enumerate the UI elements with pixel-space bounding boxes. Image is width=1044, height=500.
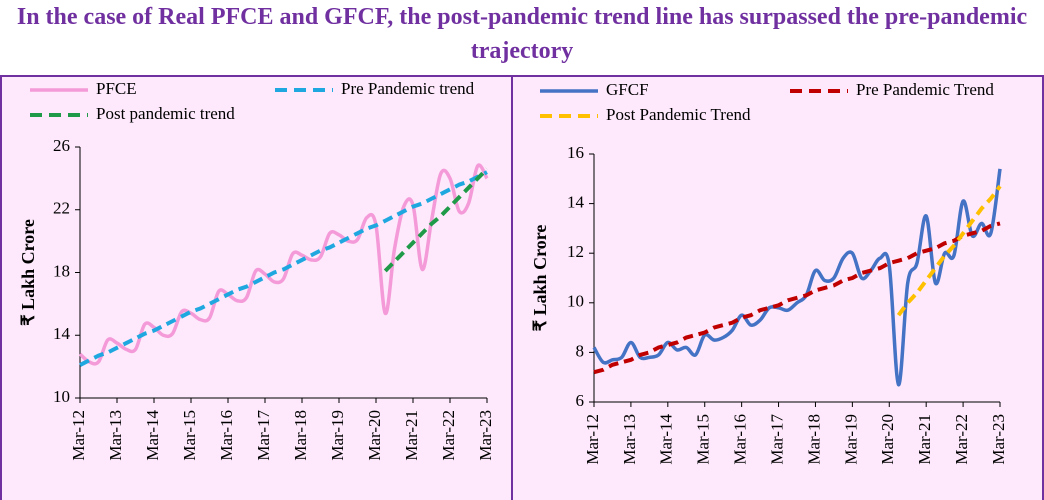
x-tick-label: Mar-17	[767, 414, 786, 465]
x-tick-label: Mar-19	[328, 410, 347, 461]
y-tick-label: 8	[576, 341, 585, 360]
y-axis-label: ₹ Lakh Crore	[18, 219, 38, 326]
y-tick-label: 6	[576, 391, 585, 410]
y-tick-label: 10	[53, 387, 70, 406]
x-tick-label: Mar-16	[217, 410, 236, 461]
y-tick-label: 10	[567, 292, 584, 311]
y-tick-label: 12	[567, 242, 584, 261]
legend-label: Pre Pandemic Trend	[856, 80, 994, 99]
legend-label: Post pandemic trend	[96, 104, 235, 123]
series-line	[383, 167, 489, 273]
x-tick-label: Mar-18	[291, 410, 310, 461]
x-tick-label: Mar-21	[402, 410, 421, 461]
series-line	[79, 170, 488, 367]
series-line	[592, 168, 1002, 387]
x-tick-label: Mar-13	[620, 414, 639, 465]
legend-label: Pre Pandemic trend	[341, 79, 475, 98]
y-tick-label: 14	[567, 193, 585, 212]
x-tick-label: Mar-20	[365, 410, 384, 461]
x-tick-label: Mar-22	[439, 410, 458, 461]
x-tick-label: Mar-21	[915, 414, 934, 465]
y-tick-label: 26	[53, 136, 70, 155]
series-line	[896, 185, 1002, 317]
legend-label: GFCF	[606, 80, 649, 99]
page-title: In the case of Real PFCE and GFCF, the p…	[16, 4, 1028, 64]
x-tick-label: Mar-19	[841, 414, 860, 465]
series-line	[78, 163, 489, 366]
x-tick-label: Mar-23	[989, 414, 1008, 465]
x-tick-label: Mar-14	[657, 414, 676, 465]
x-tick-label: Mar-12	[69, 410, 88, 461]
x-tick-label: Mar-15	[694, 414, 713, 465]
x-tick-label: Mar-20	[878, 414, 897, 465]
x-tick-label: Mar-14	[143, 410, 162, 461]
y-tick-label: 18	[53, 261, 70, 280]
y-tick-label: 16	[567, 143, 584, 162]
y-tick-label: 14	[53, 324, 71, 343]
legend-label: PFCE	[96, 79, 137, 98]
x-tick-label: Mar-16	[731, 414, 750, 465]
x-tick-label: Mar-17	[254, 410, 273, 461]
x-tick-label: Mar-12	[583, 414, 602, 465]
x-tick-label: Mar-18	[804, 414, 823, 465]
x-tick-label: Mar-23	[476, 410, 495, 461]
x-tick-label: Mar-13	[106, 410, 125, 461]
y-tick-label: 22	[53, 199, 70, 218]
y-axis-label: ₹ Lakh Crore	[530, 225, 550, 332]
panel-background	[0, 76, 1044, 500]
x-tick-label: Mar-15	[180, 410, 199, 461]
x-tick-label: Mar-22	[952, 414, 971, 465]
series-line	[593, 221, 1001, 375]
legend-label: Post Pandemic Trend	[606, 105, 751, 124]
